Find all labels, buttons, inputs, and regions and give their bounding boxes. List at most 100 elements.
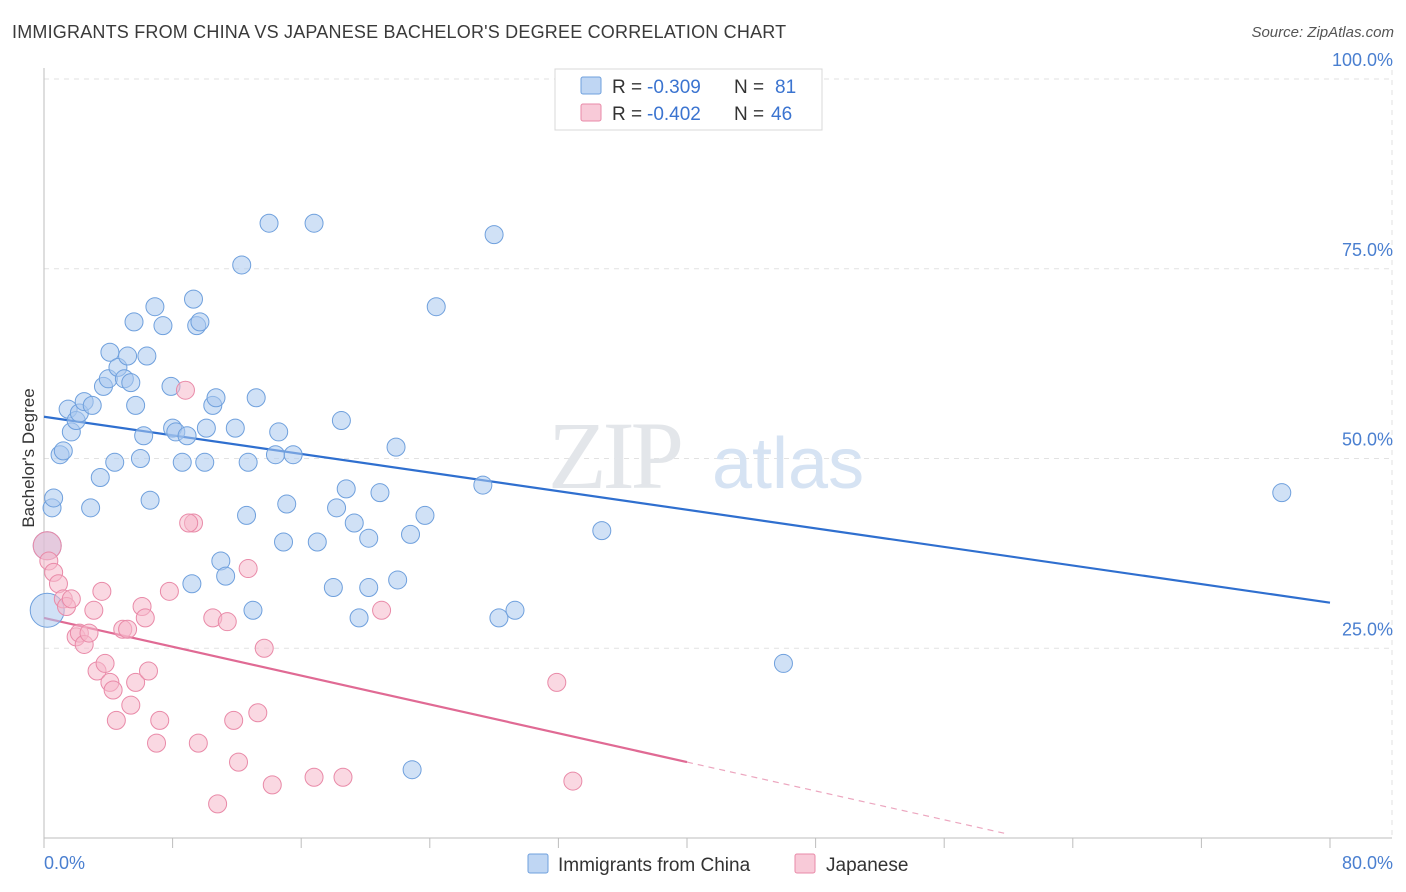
data-point <box>195 452 215 472</box>
watermark-atlas: atlas <box>712 424 864 504</box>
data-point <box>84 600 104 620</box>
data-point <box>333 767 353 787</box>
data-point <box>95 653 115 673</box>
data-point <box>370 483 390 503</box>
data-point <box>473 475 493 495</box>
data-point <box>105 452 125 472</box>
data-point <box>137 346 157 366</box>
data-point <box>243 600 263 620</box>
data-point <box>592 521 612 541</box>
data-point <box>196 418 216 438</box>
data-point <box>147 733 167 753</box>
data-point <box>224 710 244 730</box>
data-point <box>177 426 197 446</box>
data-point <box>138 661 158 681</box>
data-point <box>81 498 101 518</box>
data-point <box>359 578 379 598</box>
x-tick-labels: 0.0% 80.0% <box>44 853 1393 873</box>
data-point <box>402 760 422 780</box>
y-axis-title: Bachelor's Degree <box>19 388 38 527</box>
data-point <box>372 600 392 620</box>
x-tick-label: 0.0% <box>44 853 85 873</box>
data-point <box>206 388 226 408</box>
axes <box>43 68 1392 848</box>
data-point <box>331 411 351 431</box>
y-tick-label: 75.0% <box>1342 240 1393 260</box>
data-point <box>388 570 408 590</box>
trend-line-japanese-extension <box>686 761 1009 835</box>
data-point <box>238 452 258 472</box>
data-point <box>126 395 146 415</box>
data-point <box>179 513 199 533</box>
data-point <box>277 494 297 514</box>
legend-r-label: R = <box>612 77 642 98</box>
data-point <box>401 524 421 544</box>
legend-swatch-china <box>527 853 549 874</box>
legend-swatch-japanese <box>794 853 816 874</box>
y-tick-label: 25.0% <box>1342 619 1393 639</box>
y-tick-label: 100.0% <box>1332 50 1393 70</box>
data-point <box>121 695 141 715</box>
legend-r-value: -0.402 <box>647 104 701 125</box>
source-label: Source: ZipAtlas.com <box>1251 24 1394 41</box>
data-point <box>103 680 123 700</box>
legend-n-value: 81 <box>775 77 796 98</box>
data-point <box>349 608 369 628</box>
series-immigrants-from-china <box>29 213 1292 780</box>
data-point <box>61 589 81 609</box>
data-point <box>265 445 285 465</box>
data-point <box>323 578 343 598</box>
data-point <box>274 532 294 552</box>
data-point <box>283 445 303 465</box>
data-point <box>773 653 793 673</box>
data-point <box>547 672 567 692</box>
data-point <box>79 623 99 643</box>
data-point <box>53 441 73 461</box>
data-point <box>82 395 102 415</box>
legend-swatch-china <box>580 76 602 95</box>
data-point <box>262 775 282 795</box>
data-point <box>208 794 228 814</box>
data-point <box>386 437 406 457</box>
data-point <box>121 373 141 393</box>
legend-series: Immigrants from China Japanese <box>527 853 908 876</box>
legend-swatch-japanese <box>580 103 602 122</box>
data-point <box>229 752 249 772</box>
data-point <box>237 505 257 525</box>
x-tick-label: 80.0% <box>1342 853 1393 873</box>
legend-label-japanese: Japanese <box>826 855 908 876</box>
legend-stats: R = -0.309 N = 81 R = -0.402 N = 46 <box>554 68 823 131</box>
data-point <box>238 559 258 579</box>
data-point <box>246 388 266 408</box>
data-point <box>126 672 146 692</box>
data-point <box>124 312 144 332</box>
trend-line-china <box>43 415 1331 604</box>
data-point <box>489 608 509 628</box>
legend-r-value: -0.309 <box>647 77 701 98</box>
data-point <box>118 346 138 366</box>
data-point <box>217 612 237 632</box>
data-point <box>183 289 203 309</box>
data-point <box>259 213 279 233</box>
data-point <box>248 703 268 723</box>
data-point <box>172 452 192 472</box>
series-japanese <box>32 380 583 814</box>
data-point <box>254 638 274 658</box>
data-point <box>344 513 364 533</box>
data-point <box>216 566 236 586</box>
trend-line-japanese <box>43 616 688 764</box>
data-point <box>190 312 210 332</box>
data-point <box>304 213 324 233</box>
data-point <box>505 600 525 620</box>
data-point <box>44 488 64 508</box>
data-point <box>225 418 245 438</box>
data-point <box>327 498 347 518</box>
data-point <box>140 490 160 510</box>
data-point <box>188 733 208 753</box>
trend-lines <box>43 415 1331 835</box>
data-point <box>153 316 173 336</box>
data-point <box>106 710 126 730</box>
data-point <box>232 255 252 275</box>
data-point <box>145 297 165 317</box>
data-point <box>484 225 504 245</box>
